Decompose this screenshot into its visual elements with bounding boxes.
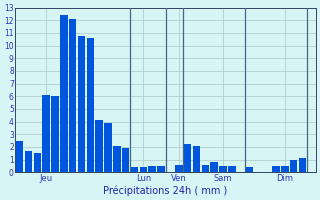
Bar: [246, 167, 253, 172]
Bar: [87, 38, 94, 172]
X-axis label: Précipitations 24h ( mm ): Précipitations 24h ( mm ): [103, 185, 228, 196]
Bar: [290, 160, 298, 172]
Bar: [140, 167, 147, 172]
Bar: [104, 123, 112, 172]
Bar: [202, 165, 209, 172]
Bar: [42, 95, 50, 172]
Bar: [210, 162, 218, 172]
Bar: [95, 120, 103, 172]
Bar: [78, 36, 85, 172]
Bar: [272, 166, 280, 172]
Bar: [148, 166, 156, 172]
Bar: [219, 166, 227, 172]
Bar: [157, 166, 165, 172]
Bar: [113, 146, 121, 172]
Bar: [184, 144, 191, 172]
Bar: [69, 19, 76, 172]
Bar: [25, 151, 32, 172]
Bar: [34, 153, 41, 172]
Bar: [122, 148, 130, 172]
Bar: [16, 141, 23, 172]
Bar: [131, 167, 138, 172]
Bar: [193, 146, 200, 172]
Bar: [51, 96, 59, 172]
Bar: [228, 166, 236, 172]
Bar: [60, 15, 68, 172]
Bar: [299, 158, 306, 172]
Bar: [175, 165, 182, 172]
Bar: [281, 166, 289, 172]
